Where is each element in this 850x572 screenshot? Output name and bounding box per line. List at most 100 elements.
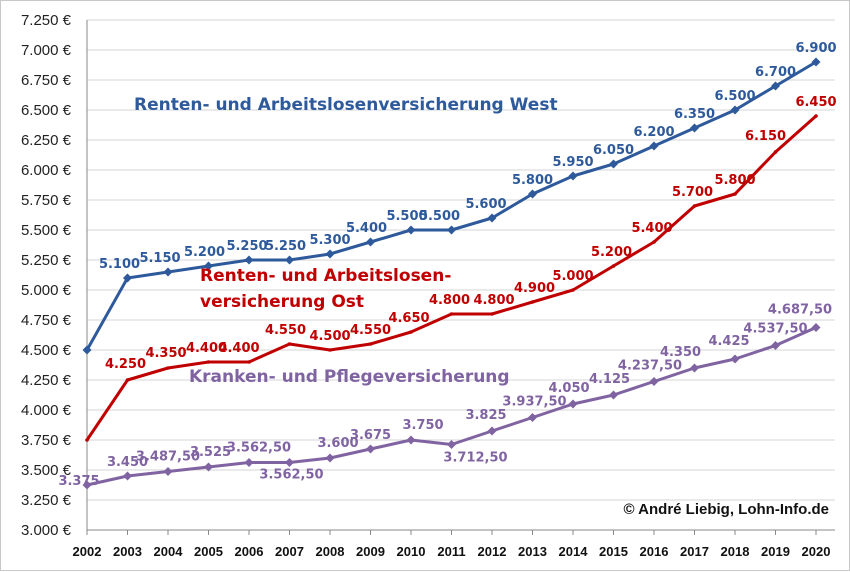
data-label: 6.200 xyxy=(633,125,674,140)
data-point-marker xyxy=(773,150,778,154)
data-label: 4.425 xyxy=(708,334,749,349)
data-label: 6.150 xyxy=(745,129,786,144)
data-label: 4.350 xyxy=(145,346,186,361)
data-point-marker xyxy=(366,444,375,454)
y-tick-label: 3.750 € xyxy=(21,432,72,449)
y-tick-label: 4.500 € xyxy=(21,342,72,359)
data-label: 6.350 xyxy=(674,107,715,122)
x-tick-label: 2008 xyxy=(316,544,345,559)
data-point-marker xyxy=(366,237,375,247)
data-point-marker xyxy=(814,114,818,118)
y-tick-label: 3.500 € xyxy=(21,462,72,479)
data-label: 4.550 xyxy=(350,323,391,338)
data-point-marker xyxy=(447,225,456,235)
y-tick-label: 6.500 € xyxy=(21,102,72,119)
data-point-marker xyxy=(409,330,413,334)
data-label: 5.000 xyxy=(552,269,593,284)
data-point-marker xyxy=(85,438,89,442)
data-point-marker xyxy=(206,360,211,364)
data-label: 3.375 xyxy=(58,474,99,489)
data-label: 4.800 xyxy=(473,293,514,308)
data-point-marker xyxy=(285,458,294,467)
y-tick-label: 5.250 € xyxy=(21,252,72,269)
data-label: 5.250 xyxy=(226,239,267,254)
x-tick-label: 2017 xyxy=(680,544,709,559)
data-label: 3.562,50 xyxy=(227,441,291,456)
data-point-marker xyxy=(528,413,537,422)
data-point-marker xyxy=(204,462,213,472)
y-tick-label: 3.000 € xyxy=(21,522,72,539)
data-label: 4.125 xyxy=(589,372,630,387)
series-name-labels: Renten- und Arbeitslosenversicherung Wes… xyxy=(134,95,558,387)
data-point-marker xyxy=(530,300,535,304)
data-point-marker xyxy=(652,240,656,244)
data-label: 6.700 xyxy=(755,65,796,80)
data-point-marker xyxy=(287,342,292,346)
data-label: 5.250 xyxy=(265,239,306,254)
data-point-marker xyxy=(487,213,497,223)
y-tick-label: 7.250 € xyxy=(21,12,72,29)
data-label: 4.400 xyxy=(218,341,259,356)
data-point-marker xyxy=(123,471,132,481)
data-point-marker xyxy=(811,323,821,332)
data-point-marker xyxy=(609,159,618,169)
data-label: 5.100 xyxy=(99,257,140,272)
y-tick-label: 4.000 € xyxy=(21,402,72,419)
y-tick-label: 5.500 € xyxy=(21,222,72,239)
data-point-marker xyxy=(163,467,173,476)
data-label: 3.750 xyxy=(402,418,443,433)
data-label: 5.950 xyxy=(552,155,593,170)
data-label: 4.050 xyxy=(548,381,589,396)
x-tick-label: 2013 xyxy=(518,544,547,559)
data-point-marker xyxy=(730,354,740,364)
data-label: 5.400 xyxy=(631,221,672,236)
data-point-marker xyxy=(649,377,659,386)
data-point-marker xyxy=(568,399,578,409)
data-label: 5.800 xyxy=(512,173,553,188)
data-label: 4.550 xyxy=(265,323,306,338)
y-tick-label: 6.250 € xyxy=(21,132,72,149)
data-label: 5.400 xyxy=(346,221,387,236)
data-point-marker xyxy=(244,458,254,467)
data-point-marker xyxy=(325,453,335,463)
x-axis-tick-labels: 2002 2003 2004 2005 2006 2007 2008 2009 2010 2011… xyxy=(73,544,831,559)
data-label: 4.900 xyxy=(514,281,555,296)
data-point-marker xyxy=(649,141,659,151)
y-tick-label: 3.250 € xyxy=(21,492,72,509)
data-label: 4.400 xyxy=(186,341,227,356)
data-point-marker xyxy=(733,192,737,196)
data-point-marker xyxy=(690,123,699,133)
series-label-ost-line2: versicherung Ost xyxy=(200,292,364,312)
data-point-marker xyxy=(325,249,335,259)
y-axis-tick-labels: 3.000 € 3.250 € 3.500 € 3.750 € 4.000 € 4.250… xyxy=(21,12,72,539)
data-label: 3.937,50 xyxy=(502,395,566,410)
x-tick-label: 2002 xyxy=(73,544,102,559)
y-tick-label: 4.750 € xyxy=(21,312,72,329)
x-tick-label: 2020 xyxy=(802,544,831,559)
x-tick-label: 2007 xyxy=(275,544,304,559)
series-label-ost-line1: Renten- und Arbeitslosen- xyxy=(200,266,451,286)
data-label: 6.050 xyxy=(593,143,634,158)
y-tick-label: 5.750 € xyxy=(21,192,72,209)
data-label: 5.800 xyxy=(714,173,755,188)
data-point-marker xyxy=(611,264,616,268)
y-tick-label: 7.000 € xyxy=(21,42,72,59)
x-tick-label: 2005 xyxy=(194,544,223,559)
data-label: 5.300 xyxy=(309,233,350,248)
data-point-marker xyxy=(368,342,373,346)
y-tick-label: 6.000 € xyxy=(21,162,72,179)
data-label: 4.350 xyxy=(660,345,701,360)
data-point-marker xyxy=(82,480,92,490)
data-point-marker xyxy=(690,363,699,373)
data-label: 6.500 xyxy=(714,89,755,104)
data-label: 4.650 xyxy=(388,311,429,326)
series-label-kranken: Kranken- und Pflegeversicherung xyxy=(189,367,510,387)
data-label: 5.150 xyxy=(139,251,180,266)
data-label: 4.500 xyxy=(309,329,350,344)
data-point-marker xyxy=(247,360,251,364)
data-point-marker xyxy=(771,81,780,91)
data-label: 6.900 xyxy=(795,41,836,56)
series-label-west: Renten- und Arbeitslosenversicherung Wes… xyxy=(134,95,558,115)
